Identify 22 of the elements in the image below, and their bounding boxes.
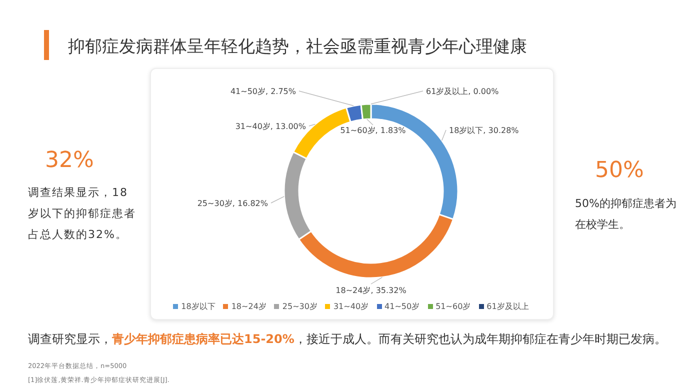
chart-title: 抑郁症发病群体呈年轻化趋势，社会亟需重视青少年心理健康 bbox=[68, 36, 527, 58]
text: 61岁及以上, 0.00% bbox=[426, 87, 499, 96]
legend-label: 25~30岁 bbox=[281, 301, 318, 312]
data-label: 18岁以下, 30.28% bbox=[449, 126, 520, 135]
legend-label: 18~24岁 bbox=[230, 301, 266, 312]
text: 50%的抑郁症患者为在校学生。 bbox=[575, 196, 678, 233]
data-label: 31~40岁, 13.00% bbox=[235, 122, 306, 131]
data-label: 41~50岁, 2.75% bbox=[230, 87, 296, 96]
legend-label: 51~60岁 bbox=[434, 301, 471, 312]
data-label: 18~24岁, 35.32% bbox=[336, 286, 407, 295]
data-label: 51~60岁, 1.83% bbox=[340, 126, 406, 135]
legend-label: 31~40岁 bbox=[332, 301, 369, 312]
legend-label: 41~50岁 bbox=[384, 301, 420, 312]
text: 50% bbox=[595, 158, 644, 183]
text: 调查研究显示， bbox=[28, 332, 112, 346]
text: 调查结果显示，18岁以下的抑郁症患者占总人数的32%。 bbox=[28, 185, 137, 243]
legend-label: 18岁以下 bbox=[180, 301, 216, 312]
data-label: 25~30岁, 16.82% bbox=[197, 199, 268, 208]
text: 32% bbox=[45, 148, 94, 173]
legend-label: 61岁及以上 bbox=[486, 301, 529, 312]
text: 青少年抑郁症患病率已达15-20% bbox=[112, 332, 294, 346]
text: ，接近于成人。而有关研究也认为成年期抑郁症在青少年时期已发病。 bbox=[294, 332, 666, 346]
